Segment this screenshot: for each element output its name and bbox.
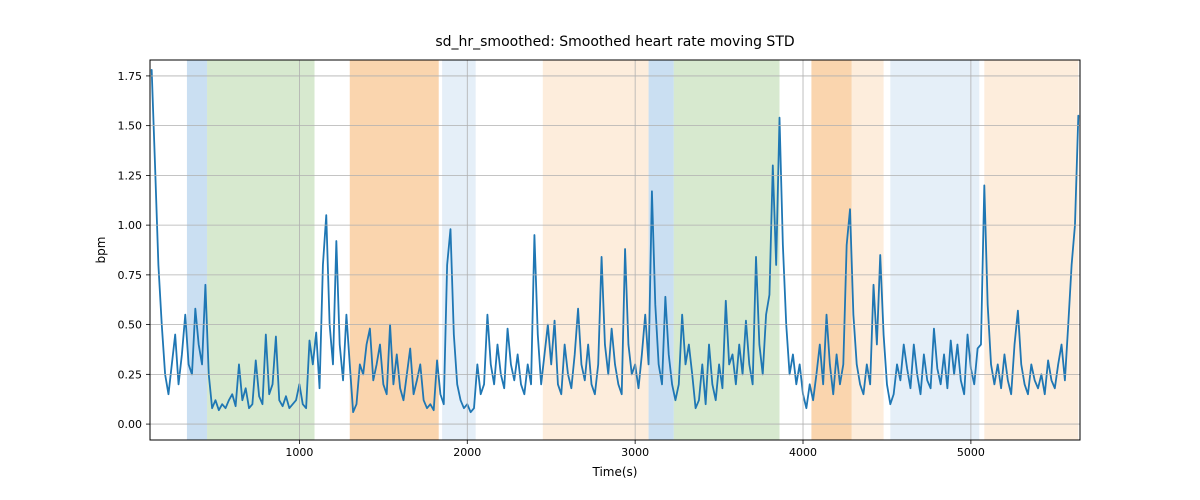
shaded-span	[187, 60, 207, 440]
ytick-label: 1.75	[118, 70, 143, 83]
shaded-span	[852, 60, 884, 440]
chart-svg: 1000 2000 3000 4000 5000 0.00 0.25 0.50 0.75 1.00…	[0, 0, 1200, 500]
chart-container: 1000 2000 3000 4000 5000 0.00 0.25 0.50 0.75 1.00…	[0, 0, 1200, 500]
xtick-label: 5000	[957, 446, 985, 459]
shaded-span	[442, 60, 476, 440]
shaded-span	[674, 60, 780, 440]
y-axis-label: bpm	[94, 237, 108, 264]
xtick-label: 1000	[285, 446, 313, 459]
shaded-span	[207, 60, 314, 440]
shaded-span	[984, 60, 1078, 440]
ytick-label: 1.00	[118, 219, 143, 232]
chart-title: sd_hr_smoothed: Smoothed heart rate movi…	[435, 34, 794, 50]
ytick-label: 0.75	[118, 269, 143, 282]
ytick-label: 1.50	[118, 120, 143, 133]
ytick-label: 0.00	[118, 418, 143, 431]
plot-area	[152, 60, 1079, 440]
xtick-label: 2000	[453, 446, 481, 459]
ytick-label: 0.25	[118, 368, 143, 381]
ytick-label: 1.25	[118, 169, 143, 182]
xtick-label: 4000	[789, 446, 817, 459]
ytick-label: 0.50	[118, 319, 143, 332]
xtick-label: 3000	[621, 446, 649, 459]
x-axis-label: Time(s)	[592, 465, 638, 479]
shaded-span	[890, 60, 979, 440]
